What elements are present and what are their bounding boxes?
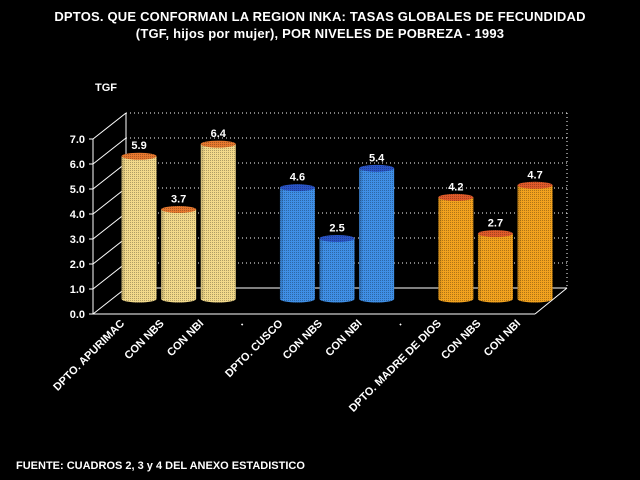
left-wall-line-5: [92, 162, 127, 190]
data-label: 4.2: [448, 181, 463, 193]
data-label: 6.4: [211, 128, 227, 140]
bar-shade-8: [438, 197, 442, 299]
y-tick-label: 3.0: [70, 234, 85, 246]
chart-title: DPTOS. QUE CONFORMAN LA REGION INKA: TAS…: [54, 9, 586, 24]
x-tick-label: CON NBS: [439, 318, 483, 362]
bar-top-texture-6: [359, 164, 395, 172]
data-label: 2.7: [488, 218, 503, 230]
y-tick-label: 6.0: [70, 159, 85, 171]
bar-top-texture-10: [517, 181, 553, 189]
left-wall-line-6: [92, 137, 127, 165]
bar-shade-1: [161, 209, 165, 299]
x-tick-label: DPTO. MADRE DE DIOS: [347, 318, 444, 415]
y-tick-label: 7.0: [70, 134, 85, 146]
x-tick-label: CON NBI: [482, 318, 523, 359]
bar-texture-9: [477, 233, 513, 303]
data-label: 4.6: [290, 172, 305, 184]
bar-shade-9: [477, 233, 481, 299]
bar-shade-4: [279, 187, 283, 299]
chart-subtitle: (TGF, hijos por mujer), POR NIVELES DE P…: [135, 26, 505, 41]
bar-shade-2: [200, 144, 204, 299]
y-tick-label: 5.0: [70, 184, 85, 196]
data-label: 5.4: [369, 152, 385, 164]
bar-top-texture-2: [200, 140, 236, 148]
x-tick-label: CON NBS: [122, 318, 166, 362]
x-tick-label: CON NBI: [323, 318, 364, 359]
bar-top-texture-0: [121, 152, 157, 160]
bar-texture-2: [200, 144, 236, 303]
y-tick-label: 2.0: [70, 259, 85, 271]
bar-texture-4: [279, 187, 315, 303]
bar-top-texture-5: [319, 235, 355, 242]
y-tick-label: 0.0: [70, 309, 85, 321]
left-wall-line-4: [92, 187, 127, 215]
bar-texture-1: [161, 209, 197, 303]
x-tick-label: DPTO. APURIMAC: [51, 318, 127, 394]
bar-top-texture-1: [161, 205, 197, 213]
bar-texture-5: [319, 238, 355, 303]
data-label: 3.7: [171, 193, 186, 205]
floor-right-edge: [534, 287, 568, 315]
bar-texture-10: [517, 185, 553, 303]
left-wall-line-2: [92, 237, 127, 265]
x-tick-label: CON NBS: [281, 318, 325, 362]
bar-texture-8: [438, 197, 474, 303]
bar-texture-0: [121, 156, 157, 303]
bar-top-texture-8: [438, 193, 474, 201]
bar-shade-0: [121, 156, 125, 299]
chart-bars: [121, 140, 553, 303]
bar-top-texture-4: [279, 184, 315, 192]
data-label: 2.5: [329, 223, 344, 235]
left-wall-line-0: [92, 287, 127, 315]
x-tick-label: .: [235, 318, 246, 329]
bar-top-texture-9: [477, 230, 513, 238]
bar-texture-6: [359, 168, 395, 303]
left-wall-line-7: [92, 112, 127, 140]
data-label: 4.7: [527, 169, 542, 181]
source-note: FUENTE: CUADROS 2, 3 y 4 DEL ANEXO ESTAD…: [16, 460, 305, 472]
x-tick-label: .: [394, 318, 405, 329]
x-tick-label: DPTO. CUSCO: [223, 317, 286, 380]
bar-shade-6: [359, 168, 363, 299]
y-axis-label: TGF: [95, 82, 117, 94]
y-tick-label: 4.0: [70, 209, 85, 221]
y-tick-label: 1.0: [70, 284, 85, 296]
bar-shade-10: [517, 185, 521, 299]
x-tick-label: CON NBI: [165, 318, 206, 359]
left-wall-line-3: [92, 212, 127, 240]
left-wall-line-1: [92, 262, 127, 290]
bar-shade-5: [319, 238, 323, 299]
data-label: 5.9: [131, 140, 146, 152]
